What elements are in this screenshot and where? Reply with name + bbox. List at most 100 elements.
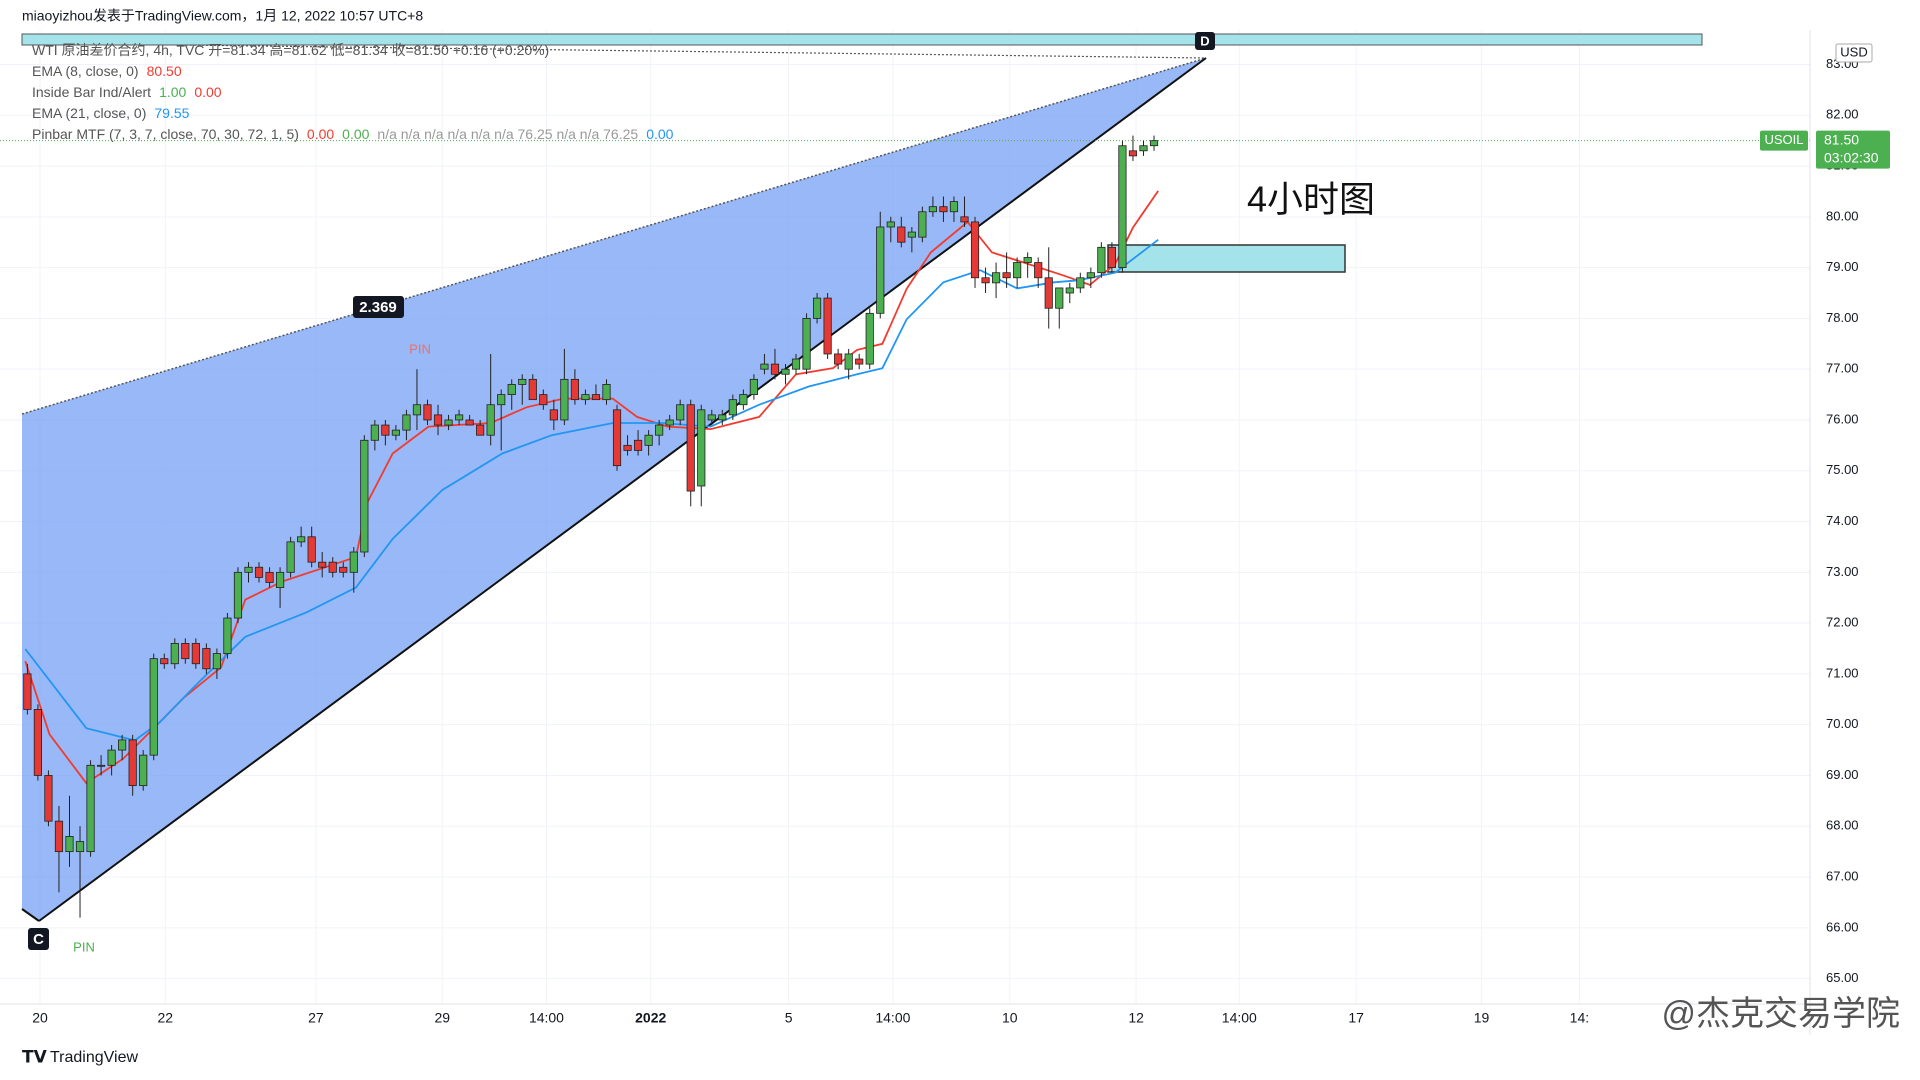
candle-body: [855, 358, 864, 365]
x-tick-label: 10: [1002, 1010, 1018, 1026]
candle-body: [1002, 272, 1011, 279]
candle-body: [655, 424, 664, 436]
legend-row: EMA (8, close, 0) 80.50: [32, 63, 182, 79]
x-tick-label: 19: [1474, 1010, 1490, 1026]
candle-body: [728, 399, 737, 416]
candle-body: [191, 643, 200, 665]
candle-body: [254, 566, 264, 578]
candle-body: [465, 419, 474, 426]
x-tick-label: 20: [32, 1010, 48, 1026]
candle-body: [86, 764, 95, 853]
y-tick-label: 76.00: [1826, 411, 1859, 426]
candle-body: [1044, 277, 1053, 309]
candle-body: [1055, 287, 1064, 309]
y-tick-label: 67.00: [1826, 868, 1859, 883]
candle-body: [160, 658, 169, 665]
y-tick-label: 71.00: [1826, 665, 1859, 680]
symbol-box: [1760, 130, 1808, 151]
candle-body: [834, 353, 843, 365]
legend-item: 1.00: [159, 84, 186, 100]
candle-body: [44, 775, 53, 822]
candle-body: [275, 571, 285, 588]
candle-body: [454, 414, 464, 421]
axes: 65.00 66.00 67.00 68.00 69.00 70.00 71.00 72.00…: [32, 56, 1890, 1026]
legend-item: Pinbar MTF (7, 3, 7, close, 70, 30, 72, …: [32, 126, 299, 142]
candle-body: [265, 571, 274, 583]
candle-body: [233, 571, 243, 619]
price-box: [1816, 130, 1890, 169]
candle-body: [1076, 277, 1085, 289]
y-tick-label: 79.00: [1826, 259, 1859, 274]
candle-body: [844, 353, 853, 370]
legend-row: Pinbar MTF (7, 3, 7, close, 70, 30, 72, …: [32, 126, 674, 142]
x-tick-label: 12: [1128, 1010, 1144, 1026]
y-tick-label: 73.00: [1826, 564, 1859, 579]
candle-body: [1065, 287, 1074, 294]
point-c: C: [33, 931, 44, 948]
candle-body: [539, 394, 548, 406]
candle-body: [1086, 272, 1095, 279]
candle-body: [581, 394, 590, 401]
wedge-label-box: [353, 296, 404, 318]
legend-item: 79.55: [154, 105, 189, 121]
pin-label: PIN: [73, 939, 95, 954]
y-tick-label: 77.00: [1826, 361, 1859, 376]
candle-body: [497, 394, 506, 406]
x-tick-label: 2022: [635, 1010, 666, 1026]
candle-body: [1149, 140, 1159, 147]
y-tick-label: 80.00: [1826, 208, 1859, 223]
header-title: miaoyizhou发表于TradingView.com，1月 12, 2022…: [22, 8, 423, 24]
legend-item: 0.00: [307, 126, 334, 142]
legend-item: n/a n/a n/a n/a n/a n/a 76.25 n/a n/a 76…: [377, 126, 638, 142]
wedge-lower: [38, 57, 1207, 922]
candle-body: [970, 221, 980, 279]
candle-body: [876, 226, 885, 314]
candle-body: [886, 221, 895, 228]
timeframe-note: 4小时图: [1247, 179, 1375, 220]
candle-body: [739, 394, 748, 406]
candle-body: [960, 216, 969, 223]
candle-body: [749, 378, 758, 395]
candle-body: [402, 414, 411, 431]
candle-body: [591, 394, 601, 401]
pin-label: PIN: [409, 341, 431, 356]
ema-line: [24, 238, 1159, 742]
candle-body: [423, 404, 432, 421]
y-tick-label: 68.00: [1826, 818, 1859, 833]
top-zone: [21, 33, 1703, 46]
candle-body: [391, 429, 400, 436]
legend-row: EMA (21, close, 0) 79.55: [32, 105, 190, 121]
candle-body: [718, 414, 727, 421]
candle-body: [23, 673, 32, 710]
candle-body: [918, 211, 927, 238]
candle-body: [781, 368, 790, 375]
candle-body: [812, 297, 822, 319]
y-tick-label: 69.00: [1826, 767, 1859, 782]
candle-body: [949, 201, 959, 213]
candle-body: [665, 419, 674, 426]
candle-body: [528, 378, 537, 401]
y-tick-label: 66.00: [1826, 919, 1859, 934]
candle-body: [507, 384, 516, 395]
candle-body: [297, 536, 306, 543]
candle-body: [433, 414, 443, 426]
candle-body: [633, 439, 643, 451]
candle-body: [770, 363, 780, 375]
candle-body: [1023, 257, 1032, 263]
candle-body: [865, 312, 874, 365]
legend-item: WTI 原油差价合约, 4h, TVC 开=81.34 高=81.62 低=81…: [32, 42, 549, 58]
candle-body: [381, 424, 390, 436]
legend-item: Inside Bar Ind/Alert: [32, 84, 151, 100]
candle-body: [476, 424, 485, 436]
legend: WTI 原油差价合约, 4h, TVC 开=81.34 高=81.62 低=81…: [32, 42, 674, 142]
candle-body: [1097, 246, 1106, 274]
countdown: 03:02:30: [1824, 149, 1879, 165]
candle-body: [370, 424, 379, 441]
candle-body: [54, 820, 64, 853]
x-tick-label: 5: [785, 1010, 793, 1026]
candle-body: [791, 358, 801, 370]
candle-body: [686, 404, 695, 492]
candle-body: [897, 226, 906, 243]
candle-body: [1118, 145, 1127, 269]
